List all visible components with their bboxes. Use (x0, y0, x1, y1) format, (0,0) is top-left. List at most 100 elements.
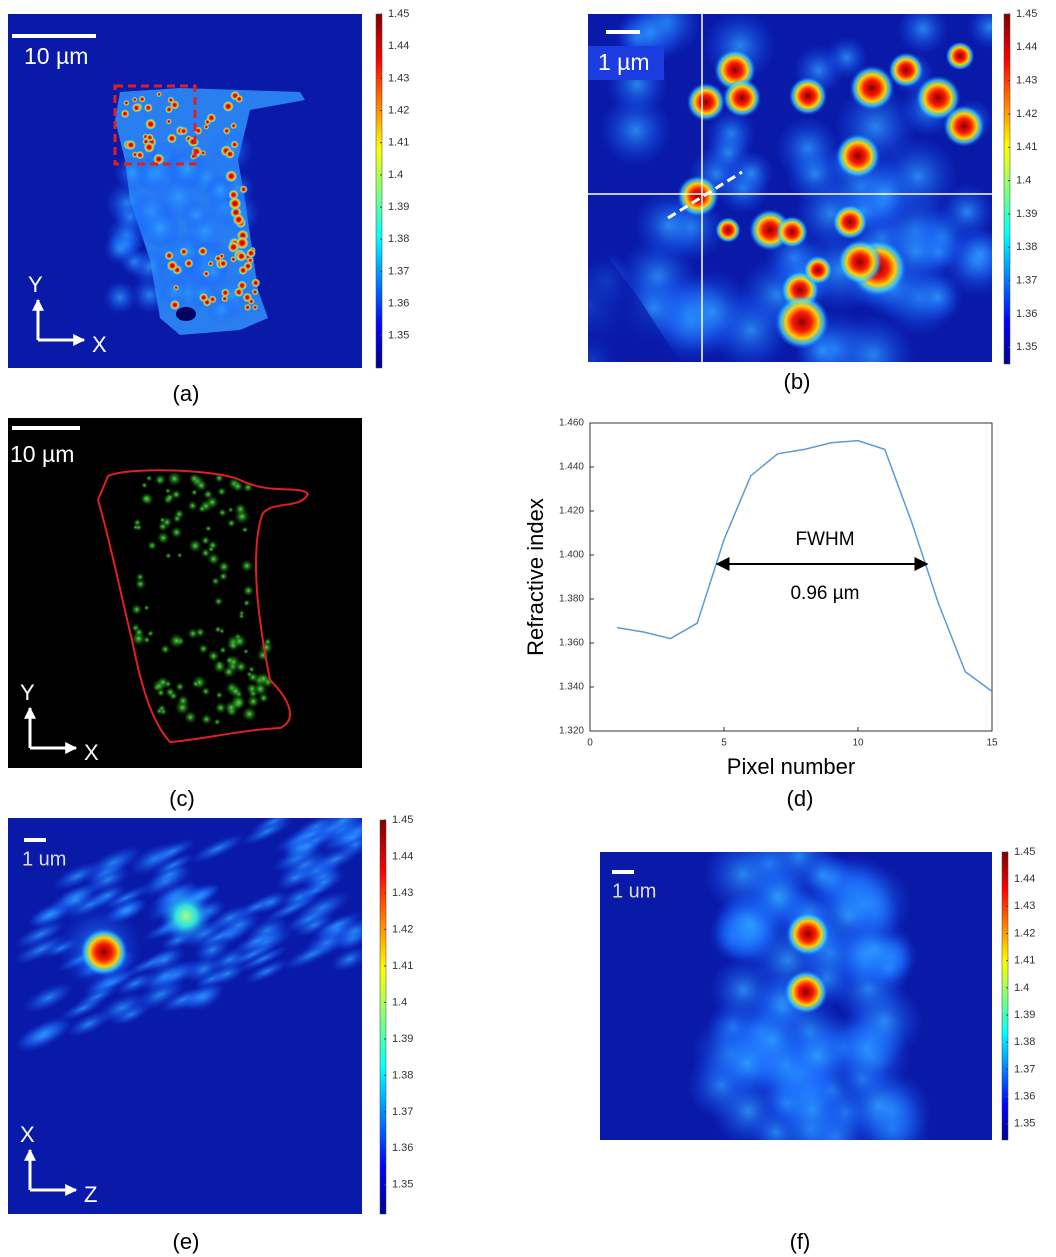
colorbar-tick-label: 1.38 (1014, 1036, 1035, 1048)
blob (228, 196, 242, 211)
scale-bar-label: 1 um (612, 880, 656, 902)
blob (214, 625, 222, 634)
texture (284, 833, 329, 861)
axis-name: Y (20, 680, 35, 705)
blob (125, 139, 137, 151)
texture (151, 853, 195, 877)
blob (216, 486, 227, 497)
scale-label-box (588, 46, 664, 80)
blob (837, 239, 883, 285)
texture (294, 913, 335, 937)
panel-image (8, 14, 362, 368)
blob (247, 671, 259, 683)
blob (183, 258, 194, 269)
blob (233, 286, 245, 298)
blob (836, 912, 914, 989)
texture (190, 834, 246, 863)
colorbar-tick-label: 1.35 (1016, 341, 1037, 353)
colorbar-tick-label: 1.38 (1016, 241, 1037, 253)
blob (195, 479, 208, 492)
colorbar-tick-label: 1.42 (1016, 108, 1037, 120)
blob (238, 613, 245, 620)
blob (232, 634, 247, 649)
blob (145, 474, 153, 482)
blob (206, 112, 217, 124)
plot-area (589, 422, 993, 732)
blob (198, 292, 209, 303)
blob (227, 506, 234, 513)
blob (234, 502, 247, 516)
blob (722, 78, 762, 118)
blob (229, 255, 237, 263)
axis-name: Z (84, 1182, 97, 1207)
colorbar-tick-label: 1.39 (1014, 1009, 1035, 1021)
colorbar-tick-label: 1.35 (388, 330, 409, 342)
texture (53, 862, 101, 891)
blob (208, 295, 217, 304)
colorbar-tick-label: 1.39 (388, 201, 409, 213)
blob (224, 700, 239, 715)
blob (220, 288, 230, 298)
blob (788, 76, 828, 116)
blob (221, 295, 229, 303)
texture (240, 818, 294, 846)
blob (599, 94, 672, 166)
blob (133, 627, 145, 638)
blob (170, 489, 182, 500)
blob (140, 493, 152, 504)
blob (164, 250, 175, 261)
blob (888, 52, 924, 88)
colorbar-tick-label: 1.44 (1014, 873, 1035, 885)
axis-name: X (92, 332, 107, 357)
axis-name: Y (28, 272, 43, 297)
blob (164, 686, 176, 698)
blob (204, 525, 212, 533)
colorbar-tick-label: 1.36 (388, 298, 409, 310)
blob (215, 691, 224, 699)
y-tick-label: 1.340 (559, 682, 584, 693)
blob (120, 109, 130, 119)
y-tick-label: 1.400 (559, 550, 584, 561)
blob (135, 572, 145, 582)
texture (194, 924, 244, 950)
blob (168, 632, 185, 649)
blob (737, 1005, 807, 1075)
colorbar-tick-label: 1.37 (1014, 1063, 1035, 1075)
y-axis-label: Refractive index (523, 498, 548, 656)
blob (187, 627, 199, 640)
colorbar-tick-label: 1.36 (1014, 1090, 1035, 1102)
colorbar (379, 819, 387, 1215)
blob (669, 269, 755, 355)
blob (242, 599, 251, 607)
blob (238, 265, 249, 276)
texture (208, 962, 246, 986)
texture (232, 927, 282, 955)
blob (228, 684, 243, 699)
blob (131, 96, 138, 103)
blob (197, 246, 208, 257)
blob (143, 141, 156, 154)
blob (183, 710, 198, 724)
colorbar-tick-label: 1.43 (1016, 75, 1037, 87)
blob (218, 571, 229, 582)
blob (784, 970, 828, 1014)
blob (206, 552, 221, 566)
blob (192, 680, 200, 688)
texture (14, 919, 67, 949)
colorbar-tick-label: 1.42 (1014, 927, 1035, 939)
vacuole (176, 307, 196, 321)
colorbar-tick-label: 1.45 (1014, 846, 1035, 858)
blob (232, 213, 245, 226)
blob (256, 672, 271, 686)
y-tick-label: 1.440 (559, 462, 584, 473)
texture (303, 870, 345, 895)
blob (144, 118, 157, 131)
blob (160, 644, 171, 655)
colorbar-tick-label: 1.43 (388, 72, 409, 84)
blob (242, 648, 249, 655)
texture (276, 865, 315, 891)
blob (213, 718, 221, 726)
texture (134, 979, 186, 1011)
blob (165, 118, 173, 125)
blob (138, 95, 146, 103)
